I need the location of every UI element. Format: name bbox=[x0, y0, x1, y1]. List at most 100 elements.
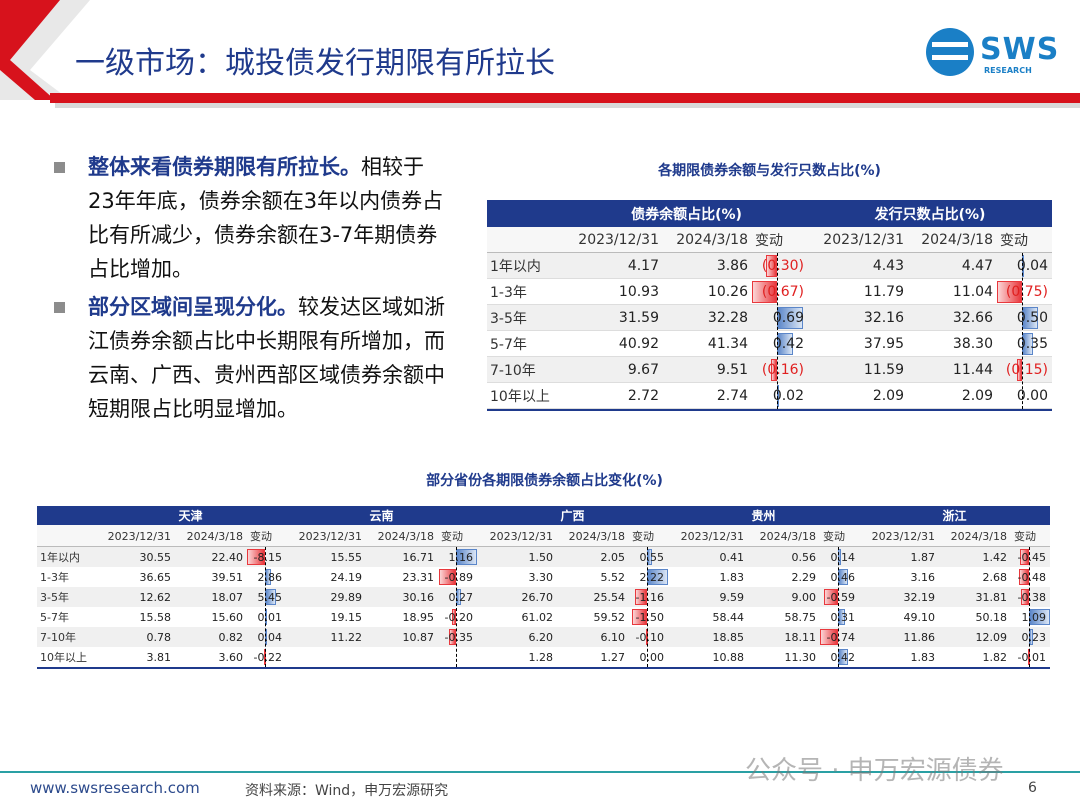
table-cell: -0.74 bbox=[820, 627, 859, 647]
cell-text: 1.82 bbox=[982, 650, 1008, 664]
table-cell: 32.16 bbox=[808, 305, 908, 331]
group-header: 发行只数占比(%) bbox=[874, 206, 986, 223]
row-label: 10年以上 bbox=[40, 651, 87, 664]
cell-text: 38.30 bbox=[952, 336, 993, 352]
table-cell: 0.78 bbox=[95, 627, 175, 647]
slide-title: 一级市场：城投债发行期限有所拉长 bbox=[75, 46, 555, 81]
cell-text: 31.81 bbox=[975, 590, 1008, 604]
cell-text: 26.70 bbox=[521, 590, 554, 604]
table-cell: 61.02 bbox=[477, 607, 557, 627]
table-cell: 11.59 bbox=[808, 357, 908, 383]
cell-text: 3.60 bbox=[218, 650, 244, 664]
table-cell: 0.50 bbox=[997, 305, 1052, 331]
data-bar bbox=[1021, 589, 1029, 605]
data-bar bbox=[771, 359, 778, 381]
cell-text: (0.15) bbox=[1005, 362, 1048, 378]
cell-text: 40.92 bbox=[618, 336, 659, 352]
table-cell: 1.09 bbox=[1011, 607, 1050, 627]
row-band bbox=[37, 567, 1050, 587]
logo-stripe bbox=[932, 55, 968, 60]
table-bottom bbox=[487, 409, 1052, 411]
table-cell: (0.30) bbox=[752, 253, 808, 279]
cell-text: 9.00 bbox=[791, 590, 817, 604]
data-bar bbox=[1016, 359, 1022, 381]
cell-text: 9.67 bbox=[627, 362, 659, 378]
cell-text: 0.78 bbox=[146, 630, 172, 644]
cell-text: 2.74 bbox=[716, 388, 748, 404]
cell-text: 0.31 bbox=[830, 610, 856, 624]
cell-text: 29.89 bbox=[330, 590, 363, 604]
table-cell: 25.54 bbox=[557, 587, 629, 607]
row-label: 7-10年 bbox=[40, 631, 76, 644]
cell-text: 0.27 bbox=[448, 590, 474, 604]
column-header: 2024/3/18 bbox=[759, 529, 816, 543]
cell-text: 9.51 bbox=[716, 362, 748, 378]
cell-text: (0.67) bbox=[761, 284, 804, 300]
table-cell: 6.20 bbox=[477, 627, 557, 647]
cell-text: 31.59 bbox=[618, 310, 659, 326]
table-cell: 0.42 bbox=[752, 331, 808, 357]
cell-text: 1.87 bbox=[910, 550, 936, 564]
table-cell: 19.15 bbox=[286, 607, 366, 627]
cell-text: 15.55 bbox=[330, 550, 363, 564]
table-cell: (0.75) bbox=[997, 279, 1052, 305]
table-cell: 1.42 bbox=[939, 547, 1011, 567]
table-cell: -0.01 bbox=[1011, 647, 1050, 667]
cell-text: 2.29 bbox=[791, 570, 817, 584]
data-bar bbox=[1019, 569, 1029, 585]
table-cell: 9.67 bbox=[565, 357, 663, 383]
table-cell: 4.47 bbox=[908, 253, 997, 279]
cell-text: 12.09 bbox=[975, 630, 1008, 644]
data-bar bbox=[752, 281, 778, 303]
column-header: 2023/12/31 bbox=[823, 232, 904, 248]
cell-text: 11.22 bbox=[330, 630, 363, 644]
table-cell: -8.15 bbox=[247, 547, 286, 567]
cell-text: 0.00 bbox=[639, 650, 665, 664]
cell-text: 0.23 bbox=[1021, 630, 1047, 644]
table-cell: 0.04 bbox=[247, 627, 286, 647]
logo-icon bbox=[926, 28, 974, 76]
cell-text: 0.69 bbox=[772, 310, 804, 326]
cell-text: 0.01 bbox=[257, 610, 283, 624]
table-cell: 37.95 bbox=[808, 331, 908, 357]
row-label: 1-3年 bbox=[490, 285, 527, 301]
cell-text: -0.74 bbox=[826, 630, 855, 644]
table-cell: 2.22 bbox=[629, 567, 668, 587]
cell-text: -0.89 bbox=[444, 570, 473, 584]
cell-text: 4.43 bbox=[872, 258, 904, 274]
subheader-band bbox=[487, 227, 1052, 253]
cell-text: (0.16) bbox=[761, 362, 804, 378]
table-cell: 16.71 bbox=[366, 547, 438, 567]
bar-axis bbox=[837, 547, 839, 667]
cell-text: 0.56 bbox=[791, 550, 817, 564]
footer-source: 资料来源：Wind，申万宏源研究 bbox=[245, 783, 449, 799]
cell-text: 24.19 bbox=[330, 570, 363, 584]
column-header: 2023/12/31 bbox=[298, 529, 362, 543]
cell-text: 30.55 bbox=[139, 550, 172, 564]
table-title: 各期限债券余额与发行只数占比(%) bbox=[658, 163, 881, 179]
bullet-marker bbox=[54, 162, 65, 173]
table-cell: 15.55 bbox=[286, 547, 366, 567]
cell-text: 9.59 bbox=[719, 590, 745, 604]
row-label: 7-10年 bbox=[490, 363, 536, 379]
table-cell: 41.34 bbox=[663, 331, 752, 357]
row-band bbox=[37, 627, 1050, 647]
row-band bbox=[487, 383, 1052, 409]
table-cell: 1.82 bbox=[939, 647, 1011, 667]
cell-text: (0.75) bbox=[1005, 284, 1048, 300]
table-bottom bbox=[37, 667, 1050, 669]
table-cell: 58.75 bbox=[748, 607, 820, 627]
column-header: 2024/3/18 bbox=[568, 529, 625, 543]
logo-stripe bbox=[932, 42, 968, 47]
table-cell: 9.59 bbox=[668, 587, 748, 607]
cell-text: 0.00 bbox=[1016, 388, 1048, 404]
bar-axis bbox=[1021, 253, 1023, 409]
data-bar bbox=[439, 569, 456, 585]
cell-text: 11.04 bbox=[952, 284, 993, 300]
column-header: 2024/3/18 bbox=[676, 232, 748, 248]
cell-text: 0.14 bbox=[830, 550, 856, 564]
column-header: 变动 bbox=[755, 233, 783, 249]
table-cell: 2.86 bbox=[247, 567, 286, 587]
table-cell: 1.27 bbox=[557, 647, 629, 667]
table-cell: -0.48 bbox=[1011, 567, 1050, 587]
